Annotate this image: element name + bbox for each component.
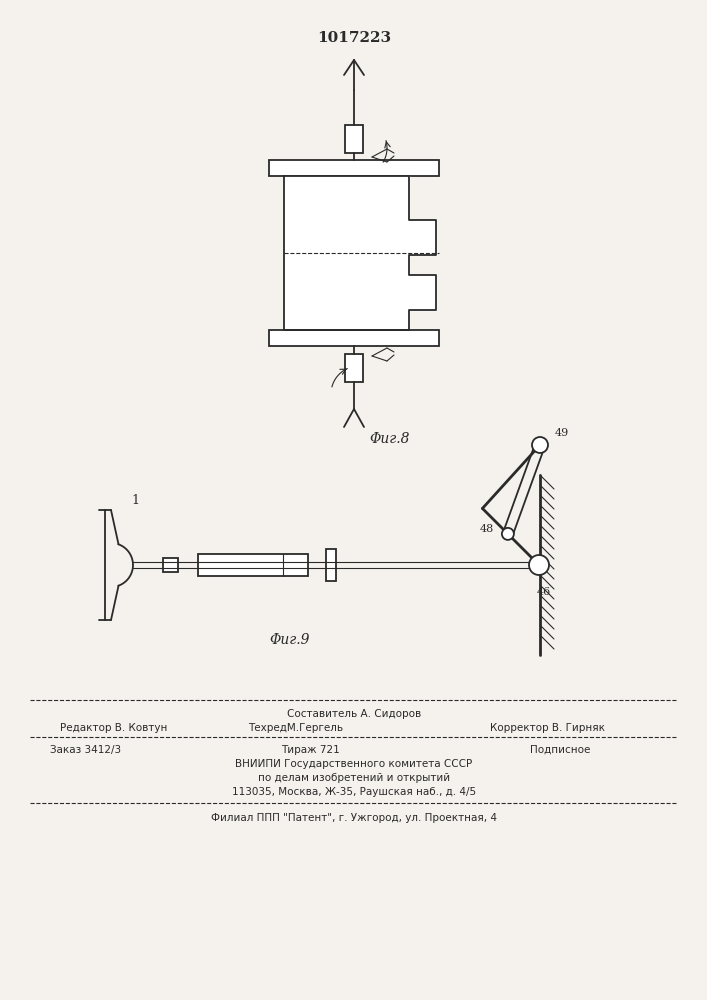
Bar (269, 330, 439, 346)
Text: ТехредМ.Гергель: ТехредМ.Гергель (248, 723, 343, 733)
Text: Φиг.8: Φиг.8 (369, 432, 409, 446)
Bar (198, 554, 308, 576)
Text: Корректор В. Гирняк: Корректор В. Гирняк (490, 723, 605, 733)
Text: 48: 48 (479, 524, 494, 534)
Text: Тираж 721: Тираж 721 (281, 745, 339, 755)
Text: Филиал ППП "Патент", г. Ужгород, ул. Проектная, 4: Филиал ППП "Патент", г. Ужгород, ул. Про… (211, 813, 497, 823)
Text: Составитель А. Сидоров: Составитель А. Сидоров (287, 709, 421, 719)
Bar (345, 125, 363, 153)
Text: Подписное: Подписное (530, 745, 590, 755)
Polygon shape (284, 176, 436, 330)
Bar (326, 549, 336, 581)
Bar (345, 354, 363, 382)
Text: Редактор В. Ковтун: Редактор В. Ковтун (60, 723, 168, 733)
Text: 49: 49 (555, 428, 569, 438)
Text: 113035, Москва, Ж-35, Раушская наб., д. 4/5: 113035, Москва, Ж-35, Раушская наб., д. … (232, 787, 476, 797)
Text: 1: 1 (131, 493, 139, 506)
Text: Φиг.9: Φиг.9 (270, 633, 310, 647)
Circle shape (529, 555, 549, 575)
Text: 1017223: 1017223 (317, 31, 391, 45)
Text: 46: 46 (537, 587, 551, 597)
Text: Заказ 3412/3: Заказ 3412/3 (50, 745, 121, 755)
Text: по делам изобретений и открытий: по делам изобретений и открытий (258, 773, 450, 783)
Text: ВНИИПИ Государственного комитета СССР: ВНИИПИ Государственного комитета СССР (235, 759, 472, 769)
Circle shape (502, 528, 514, 540)
Bar (163, 558, 178, 572)
Bar (269, 160, 439, 176)
Circle shape (532, 437, 548, 453)
